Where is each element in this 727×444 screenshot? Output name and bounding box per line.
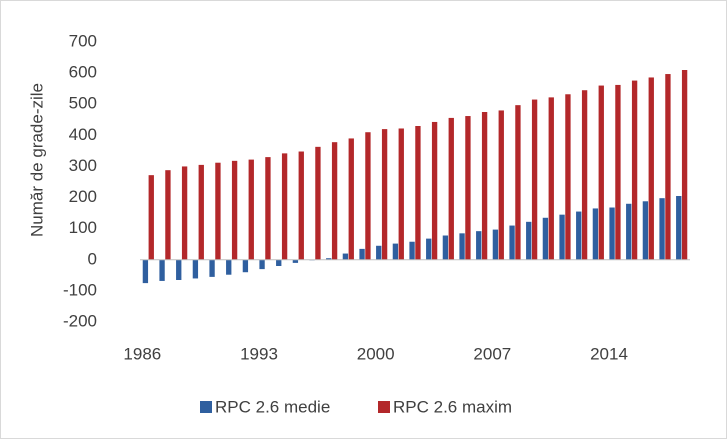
bar [515,105,521,260]
bar [626,203,632,260]
bar [542,217,549,260]
bar [642,201,649,260]
x-tick-label: 2007 [473,344,511,363]
y-tick-label: 500 [69,94,97,113]
bar [342,253,349,260]
bar [442,235,449,260]
bar [265,157,271,260]
y-tick-label: -100 [63,280,97,299]
bar [348,138,354,260]
bar [165,170,171,260]
bar [426,238,432,260]
bar [242,259,249,273]
legend-label: RPC 2.6 medie [215,397,330,416]
y-tick-label: 0 [88,249,97,268]
bar [276,259,282,266]
x-tick-label: 2000 [357,344,395,363]
bar [676,196,682,260]
bar [298,151,304,260]
y-axis-title: Număr de grade-zile [27,83,46,237]
bar [259,259,265,270]
legend-label: RPC 2.6 maxim [393,397,512,416]
x-tick-label: 2014 [590,344,628,363]
bar [598,85,604,260]
bar [359,248,365,260]
legend-swatch [200,401,212,413]
bar [376,245,382,260]
bar [159,259,165,281]
bar [148,175,154,260]
bar [415,126,421,260]
bar [192,259,199,279]
bar [681,70,688,260]
bar [659,198,665,260]
bar [476,231,482,260]
bar [576,211,582,260]
bar [365,132,371,260]
bar [292,259,299,263]
bar [281,153,288,260]
bar [315,146,321,260]
bar [581,90,588,260]
bar [531,99,538,260]
bar [176,259,182,280]
bar [498,110,504,260]
bar [326,258,332,260]
bar [431,121,438,260]
bar [609,207,615,260]
bar [492,229,499,260]
y-tick-label: 200 [69,187,97,206]
bar [548,97,554,260]
bar [448,117,454,260]
bar [181,166,188,260]
legend-swatch [378,401,390,413]
bar [215,162,221,260]
bar [226,259,232,275]
bar [381,129,388,260]
bar [142,259,149,284]
bar [481,112,488,260]
bar [565,94,571,260]
bar [459,233,465,260]
bar [231,160,238,260]
bar [409,241,415,260]
bar [648,77,654,260]
bar [398,128,404,260]
bar [665,74,671,260]
bar [392,243,399,260]
bar [559,214,565,260]
bar [198,164,204,260]
bar [631,80,638,260]
bar [465,116,471,260]
bar [209,259,215,277]
bar [526,221,532,260]
bar [331,142,338,260]
y-tick-label: 700 [69,31,97,50]
y-tick-label: -200 [63,311,97,330]
bar [509,225,515,260]
y-tick-label: 300 [69,156,97,175]
bar [248,159,254,260]
bar [615,84,621,260]
y-tick-label: 600 [69,63,97,82]
y-tick-label: 400 [69,125,97,144]
y-tick-label: 100 [69,218,97,237]
bar [592,208,599,260]
x-tick-label: 1993 [240,344,278,363]
x-tick-label: 1986 [123,344,161,363]
